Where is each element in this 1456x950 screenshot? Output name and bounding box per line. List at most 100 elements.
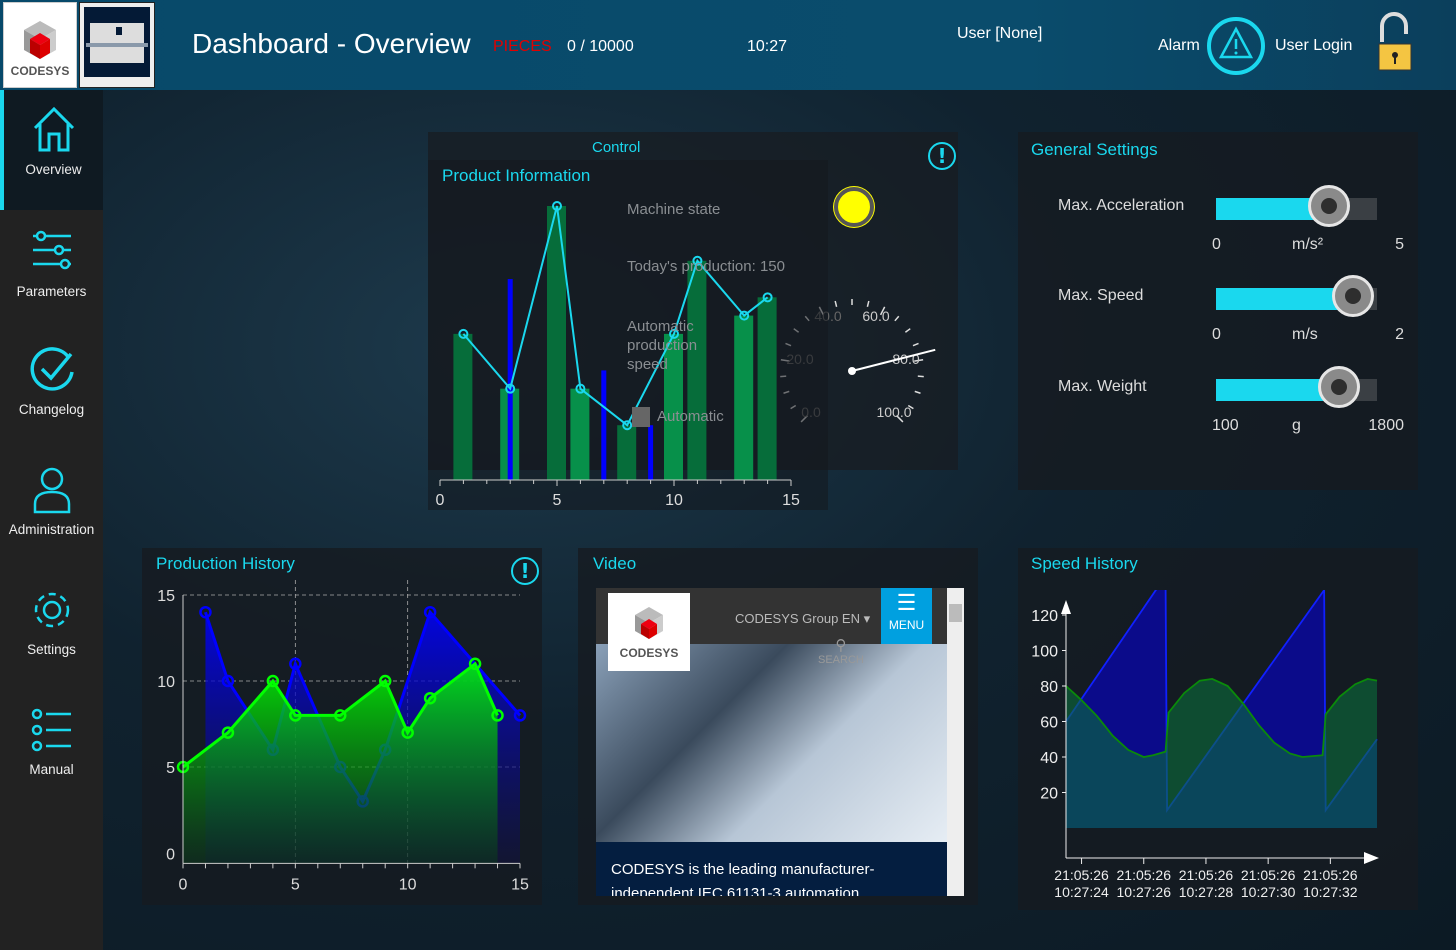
slider-max: 2 <box>1395 326 1404 343</box>
sidebar-item-administration[interactable]: Administration <box>0 450 103 570</box>
data-point <box>491 709 504 722</box>
sidebar-item-changelog[interactable]: Changelog <box>0 330 103 450</box>
check-circle-icon <box>30 347 74 391</box>
sidebar-item-parameters[interactable]: Parameters <box>0 210 103 330</box>
line-point <box>458 328 469 339</box>
video-image <box>596 644 947 842</box>
sidebar-item-manual[interactable]: Manual <box>0 690 103 810</box>
x-tick-label-time: 10:27:28 <box>1179 884 1234 900</box>
x-tick-label-time: 10:27:32 <box>1303 884 1358 900</box>
scrollbar-thumb[interactable] <box>949 604 962 622</box>
site-search[interactable]: ⚲ SEARCH <box>818 636 864 666</box>
data-point <box>289 657 302 671</box>
slider-1[interactable] <box>1216 275 1377 317</box>
clock: 10:27 <box>747 38 788 55</box>
slider-unit: m/s² <box>1292 236 1324 253</box>
slider-min: 0 <box>1212 236 1221 253</box>
slider-2[interactable] <box>1216 366 1377 408</box>
x-tick-label-date: 21:05:26 <box>1179 867 1234 883</box>
slider-max: 1800 <box>1368 417 1404 434</box>
y-tick-label: 15 <box>157 588 175 605</box>
bar-green <box>664 333 683 480</box>
header: CODESYS Dashboard - Overview PIECES 0 / … <box>0 0 1456 90</box>
user-login-button[interactable]: User Login <box>1275 37 1353 54</box>
data-point <box>513 709 527 722</box>
x-tick-label: 5 <box>553 492 562 509</box>
gear-icon <box>34 592 69 628</box>
sidebar-item-label: Overview <box>25 162 82 177</box>
video-scrollbar[interactable] <box>947 588 964 896</box>
sidebar-item-label: Parameters <box>16 284 87 299</box>
data-point <box>289 709 302 722</box>
gauge-tick <box>904 328 911 333</box>
menu-label: MENU <box>888 618 925 632</box>
x-tick-label-time: 10:27:26 <box>1117 884 1172 900</box>
gauge-tick-label: 60.0 <box>862 308 889 324</box>
x-tick-label-time: 10:27:24 <box>1054 884 1109 900</box>
production-alert-icon[interactable]: ! <box>511 557 539 585</box>
x-tick-label-time: 10:27:30 <box>1241 884 1296 900</box>
line-point <box>575 383 586 394</box>
menu-button[interactable]: ☰ MENU <box>881 588 932 644</box>
x-tick-label: 10 <box>399 876 417 893</box>
line-point <box>669 328 679 339</box>
slider-handle[interactable] <box>1331 275 1374 317</box>
svg-text:CODESYS: CODESYS <box>620 646 679 660</box>
site-logo[interactable]: CODESYS <box>608 593 690 671</box>
user-icon <box>33 467 70 514</box>
codesys-logo[interactable]: CODESYS <box>3 2 77 88</box>
slider-max: 5 <box>1395 236 1404 253</box>
slider-unit: g <box>1292 417 1301 434</box>
padlock-icon[interactable] <box>1376 12 1416 74</box>
y-tick-label: 60 <box>1040 715 1058 732</box>
data-point <box>423 605 437 619</box>
production-history-chart: 0 5 10 15 0 5 10 15 <box>157 580 529 893</box>
machine-state-lamp <box>834 187 874 227</box>
y-tick-label: 20 <box>1040 786 1058 803</box>
site-language-dropdown[interactable]: CODESYS Group EN ▾ <box>735 611 871 626</box>
slider-handle[interactable] <box>1318 366 1361 408</box>
line-point <box>505 383 516 394</box>
line-series <box>462 205 769 427</box>
x-tick-label-date: 21:05:26 <box>1054 867 1109 883</box>
sidebar-item-settings[interactable]: Settings <box>0 570 103 690</box>
gauge-tick <box>896 415 904 423</box>
bar-blue <box>507 279 513 480</box>
slider-fill <box>1216 198 1329 220</box>
slider-unit: m/s <box>1292 326 1318 343</box>
y-tick-label: 5 <box>166 760 175 777</box>
search-label: SEARCH <box>818 654 864 666</box>
production-history-title: Production History <box>156 554 295 573</box>
data-point <box>423 691 437 705</box>
slider-0[interactable] <box>1216 185 1377 227</box>
alarm-icon[interactable] <box>1207 13 1265 79</box>
video-title: Video <box>593 554 637 573</box>
data-point <box>221 674 235 688</box>
data-point <box>468 657 482 671</box>
bar-green <box>547 206 566 480</box>
y-tick-label: 0 <box>166 846 175 863</box>
control-alert-icon[interactable]: ! <box>928 142 956 170</box>
pieces-value: 0 / 10000 <box>567 38 634 55</box>
gauge-tick <box>907 404 914 410</box>
slider-fill <box>1216 288 1353 310</box>
gauge-tick <box>914 358 924 362</box>
data-point <box>378 674 392 688</box>
data-point <box>266 674 280 688</box>
x-tick-label: 5 <box>291 876 300 893</box>
machine-logo[interactable] <box>79 2 155 88</box>
slider-handle[interactable] <box>1307 185 1350 227</box>
sidebar-item-overview[interactable]: Overview <box>0 90 103 210</box>
automatic-label: Automatic <box>657 408 724 425</box>
control-title: Control <box>592 139 641 156</box>
product-info-chart: 0 5 10 15 <box>436 201 800 509</box>
bar-blue <box>648 425 654 480</box>
line-point <box>692 255 703 266</box>
bar-green <box>570 388 590 480</box>
bar-green <box>757 297 777 480</box>
gauge-tick <box>914 390 921 394</box>
video-frame[interactable]: CODESYS CODESYS Group EN ▾ ☰ MENU ⚲ SEARCH… <box>596 588 947 896</box>
sidebar-item-label: Settings <box>27 642 76 657</box>
automatic-checkbox[interactable] <box>632 407 650 427</box>
page-title: Dashboard - Overview <box>192 28 471 59</box>
